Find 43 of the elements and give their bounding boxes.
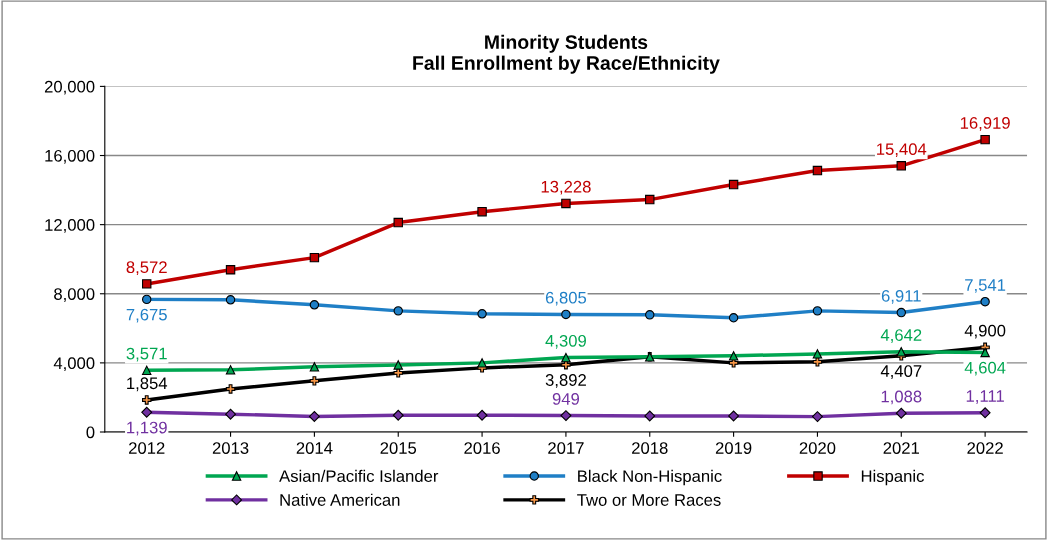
- data-label: 7,541: [965, 279, 1006, 293]
- y-tick-label: 16,000: [45, 149, 95, 164]
- data-label: 949: [552, 393, 580, 405]
- x-tick-label: 2022: [967, 442, 1003, 454]
- y-tick-label: 8,000: [54, 288, 95, 302]
- legend-label: Two or More Races: [577, 494, 721, 506]
- data-label: 15,404: [877, 143, 927, 157]
- data-label: 1,854: [127, 377, 168, 392]
- x-tick-label: 2015: [380, 442, 417, 454]
- data-label: 4,407: [880, 365, 922, 379]
- legend-label: Black Non-Hispanic: [578, 469, 722, 486]
- data-label: 13,228: [541, 180, 591, 195]
- x-tick-label: 2012: [129, 442, 165, 454]
- x-tick-label: 2014: [296, 442, 333, 454]
- data-label: 1,088: [881, 390, 922, 405]
- data-label: 1,111: [966, 390, 1004, 404]
- x-tick-label: 2017: [548, 442, 584, 454]
- x-tick-label: 2019: [715, 442, 752, 454]
- y-tick-label: 20,000: [44, 80, 95, 95]
- data-label: 4,604: [964, 361, 1006, 376]
- data-label: 1,139: [127, 421, 167, 436]
- data-label: 4,900: [964, 324, 1006, 339]
- data-label: 7,675: [126, 308, 167, 323]
- legend-label: Hispanic: [861, 469, 924, 486]
- x-tick-label: 2018: [632, 442, 668, 454]
- data-label: 3,571: [126, 347, 167, 362]
- data-label: 8,572: [126, 261, 167, 276]
- data-label: 3,892: [545, 374, 586, 388]
- data-label: 6,911: [881, 289, 921, 304]
- x-tick-label: 2016: [464, 442, 500, 454]
- y-tick-label: 4,000: [53, 357, 95, 372]
- x-tick-label: 2020: [799, 442, 836, 454]
- y-tick-label: 12,000: [45, 219, 95, 233]
- legend-label: Native American: [280, 493, 400, 506]
- x-tick-label: 2021: [883, 442, 920, 454]
- data-label: 6,805: [545, 291, 587, 306]
- chart-title: Minority Students Fall Enrollment by Race/Ethnicity: [413, 34, 720, 74]
- data-label: 4,642: [880, 329, 922, 343]
- x-tick-label: 2013: [212, 442, 249, 454]
- data-label: 16,919: [960, 117, 1010, 131]
- legend-label: Asian/Pacific Islander: [279, 469, 439, 483]
- data-label: 4,309: [545, 334, 586, 349]
- y-tick-label: 0: [86, 426, 95, 439]
